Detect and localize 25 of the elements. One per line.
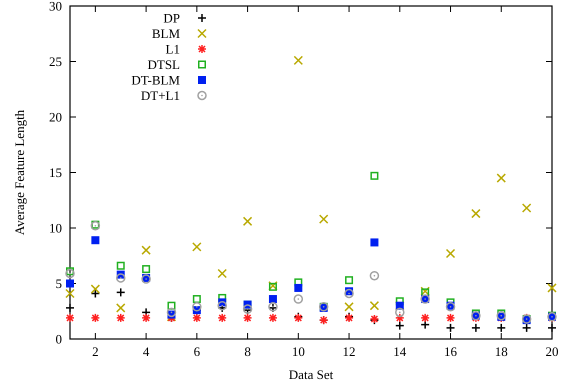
x-tick-label: 16 [444, 344, 458, 359]
y-tick-label: 5 [56, 276, 62, 291]
x-tick-label: 20 [546, 344, 558, 359]
y-tick-label: 15 [49, 165, 62, 180]
y-tick-label: 10 [49, 220, 62, 236]
x-axis-title: Data Set [288, 367, 334, 382]
x-tick-label: 18 [494, 344, 508, 359]
x-tick-label: 4 [142, 344, 150, 359]
x-tick-label: 10 [292, 344, 305, 359]
legend-label: DP [163, 10, 180, 26]
legend-label: DTSL [148, 57, 180, 72]
legend-label: L1 [166, 42, 180, 56]
legend-label: BLM [152, 26, 180, 41]
y-tick-label: 0 [56, 332, 62, 346]
legend-label: DT+L1 [140, 88, 180, 103]
x-tick-label: 2 [92, 344, 99, 359]
legend-label: DT-BLM [131, 72, 180, 88]
y-tick-label: 25 [49, 54, 62, 69]
y-tick-label: 20 [49, 110, 62, 124]
y-tick-label: 30 [49, 0, 62, 14]
y-axis-title: Average Feature Length [12, 109, 27, 236]
x-tick-label: 6 [194, 344, 201, 359]
x-tick-label: 8 [244, 344, 251, 359]
x-tick-label: 12 [342, 344, 356, 359]
x-tick-label: 14 [393, 344, 407, 359]
